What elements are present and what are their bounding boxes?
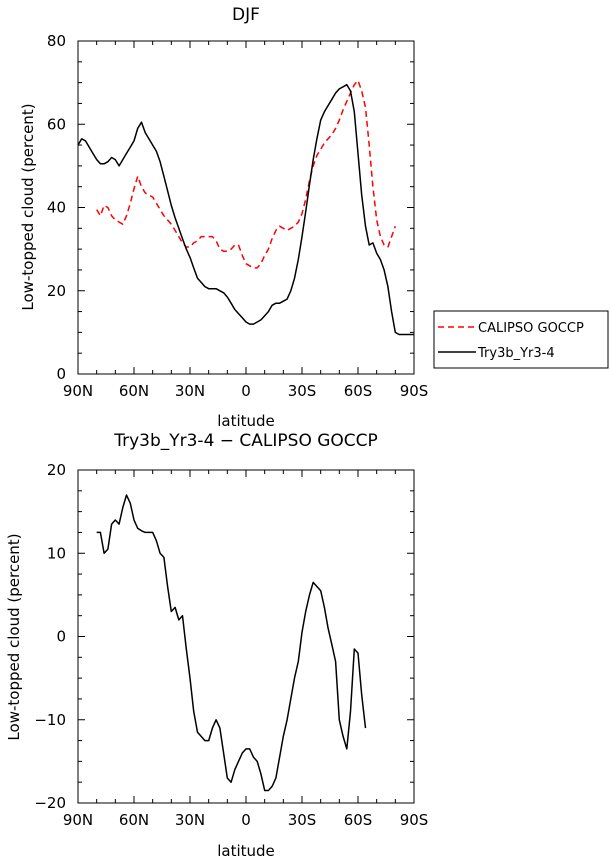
x-tick-label: 0	[241, 811, 251, 829]
y-tick-label: 20	[47, 461, 66, 479]
x-axis-label: latitude	[217, 412, 275, 430]
chart-difference: Try3b_Yr3-4 − CALIPSO GOCCP latitude Low…	[5, 431, 428, 860]
series-line-calipso-goccp	[96, 79, 397, 269]
x-tick-label: 60N	[119, 382, 149, 400]
x-tick-label: 30S	[288, 811, 317, 829]
x-tick-label: 60S	[344, 811, 373, 829]
x-axis-label: latitude	[217, 842, 275, 860]
x-tick-label: 90S	[400, 382, 429, 400]
x-tick-label: 90N	[63, 382, 93, 400]
chart-title: DJF	[232, 5, 260, 25]
y-tick-label: −10	[34, 711, 66, 729]
y-axis-label: Low-topped cloud (percent)	[5, 533, 23, 740]
y-tick-label: −20	[34, 794, 66, 812]
chart-title: Try3b_Yr3-4 − CALIPSO GOCCP	[113, 431, 378, 451]
y-tick-label: 10	[47, 544, 66, 562]
y-tick-label: 40	[47, 199, 66, 217]
y-tick-label: 0	[56, 628, 66, 646]
x-tick-label: 60N	[119, 811, 149, 829]
legend-label-calipso: CALIPSO GOCCP	[478, 321, 584, 336]
series-line-difference	[96, 494, 367, 792]
chart-djf: DJF latitude Low-topped cloud (percent) …	[19, 5, 428, 430]
x-tick-label: 30N	[175, 382, 205, 400]
y-tick-label: 80	[47, 32, 66, 50]
y-tick-label: 60	[47, 115, 66, 133]
plot-frame	[77, 469, 415, 804]
legend-box	[433, 310, 609, 369]
y-tick-label: 0	[56, 365, 66, 383]
x-tick-label: 30N	[175, 811, 205, 829]
legend-label-model: Try3b_Yr3-4	[477, 346, 555, 361]
y-axis-label: Low-topped cloud (percent)	[19, 103, 37, 310]
series-line-try3b-yr3-4	[77, 83, 414, 336]
x-tick-label: 0	[241, 382, 251, 400]
x-tick-label: 60S	[344, 382, 373, 400]
legend: CALIPSO GOCCP Try3b_Yr3-4	[433, 310, 609, 369]
x-tick-label: 90S	[400, 811, 429, 829]
x-tick-label: 90N	[63, 811, 93, 829]
x-tick-label: 30S	[288, 382, 317, 400]
y-tick-label: 20	[47, 282, 66, 300]
